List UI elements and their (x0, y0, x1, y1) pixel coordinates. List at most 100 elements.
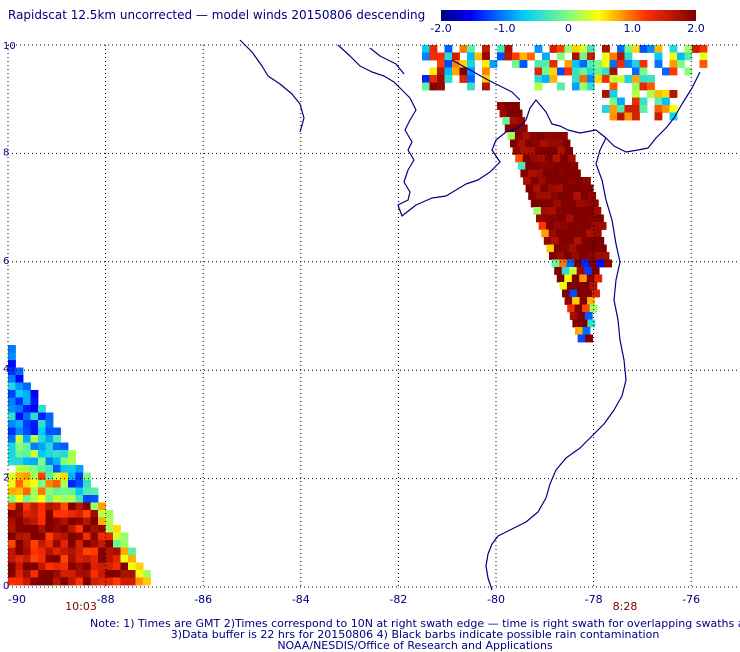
wind-cell (572, 67, 580, 76)
wind-cell (105, 525, 114, 533)
longitude-tick-label: -80 (487, 593, 505, 606)
wind-cell (90, 502, 99, 511)
wind-cell (53, 480, 61, 488)
wind-cell (684, 45, 693, 53)
wind-cell (8, 517, 16, 526)
wind-cell (60, 540, 69, 548)
wind-cell (23, 472, 31, 481)
wind-cell (8, 570, 16, 578)
wind-cell (90, 517, 99, 526)
wind-cell (68, 525, 76, 533)
wind-cell (609, 82, 618, 91)
wind-cell (53, 525, 61, 533)
wind-cell (590, 199, 599, 208)
wind-cell (8, 502, 16, 511)
wind-cell (60, 532, 69, 541)
wind-cell (519, 52, 528, 61)
colorbar-tick-label: 1.0 (624, 22, 642, 35)
wind-cell (45, 427, 54, 436)
wind-cell (437, 75, 445, 83)
wind-cell (75, 577, 84, 586)
wind-cell (617, 112, 625, 121)
wind-cell (105, 555, 114, 563)
wind-cell (602, 52, 610, 61)
wind-cell (591, 222, 599, 230)
wind-cell (587, 75, 595, 83)
wind-cell (497, 102, 505, 110)
wind-cell (512, 147, 521, 155)
wind-cell (549, 75, 558, 83)
wind-cell (45, 412, 54, 421)
wind-cell (569, 312, 578, 320)
wind-cell (38, 495, 46, 503)
wind-cell (577, 334, 586, 343)
wind-cell (566, 214, 574, 223)
wind-cell (38, 555, 46, 563)
colorbar-gradient (441, 10, 696, 21)
wind-cell (90, 525, 99, 533)
wind-cell (30, 465, 39, 473)
colorbar-tick-label: 2.0 (687, 22, 705, 35)
wind-cell (467, 60, 475, 68)
wind-cell (30, 450, 39, 458)
wind-cell (45, 570, 54, 578)
wind-cell (537, 154, 546, 163)
wind-cell (113, 547, 121, 556)
wind-cell (482, 67, 490, 76)
wind-cell (90, 495, 99, 503)
longitude-tick-label: -76 (682, 593, 700, 606)
wind-cell (594, 75, 603, 83)
wind-cell (53, 540, 61, 548)
wind-cell (15, 457, 24, 466)
wind-cell (8, 412, 16, 421)
wind-cell (38, 517, 46, 526)
wind-cell (575, 177, 584, 185)
wind-cell (567, 154, 576, 163)
wind-cell (594, 274, 603, 283)
wind-cell (98, 510, 106, 518)
wind-cell (30, 547, 39, 556)
wind-cell (684, 52, 693, 61)
wind-cell (83, 502, 91, 511)
wind-cell (553, 199, 562, 208)
wind-cell (639, 45, 648, 53)
wind-cell (68, 510, 76, 518)
wind-cell (15, 427, 24, 436)
wind-cell (662, 67, 670, 76)
wind-cell (561, 222, 569, 230)
wind-cell (75, 487, 84, 496)
wind-cell (609, 75, 618, 83)
wind-cell (30, 555, 39, 563)
wind-cell (568, 199, 577, 208)
wind-cell (98, 555, 106, 563)
map-panel: -90 -88 -86 -84 -82 -80 -78 -76 0 2 4 6 8 10 10:03 8:28 (3, 39, 740, 613)
wind-cell (105, 577, 114, 586)
wind-cell (564, 67, 573, 76)
wind-cell (75, 555, 84, 563)
wind-cell (542, 67, 550, 76)
wind-cell (515, 154, 524, 163)
wind-cell (572, 169, 581, 178)
wind-cell (30, 510, 39, 518)
wind-cell (564, 297, 573, 305)
wind-cell (8, 390, 16, 398)
wind-cell (23, 480, 31, 488)
latitude-tick-label: 0 (3, 581, 9, 592)
wind-cell (587, 297, 595, 305)
wind-cell (113, 540, 121, 548)
latitude-tick-label: 2 (3, 473, 9, 484)
wind-cell (437, 67, 445, 76)
wind-cell (617, 52, 625, 61)
wind-cell (572, 60, 580, 68)
wind-cell (580, 192, 589, 200)
wind-cell (545, 177, 554, 185)
wind-cell (594, 252, 602, 260)
wind-cell (437, 60, 445, 68)
wind-cell (444, 45, 453, 53)
wind-cell (624, 60, 633, 68)
wind-cell (135, 562, 144, 571)
wind-cell (584, 312, 593, 320)
wind-cell (45, 435, 54, 443)
wind-cell (538, 199, 547, 208)
wind-cell (444, 60, 453, 68)
